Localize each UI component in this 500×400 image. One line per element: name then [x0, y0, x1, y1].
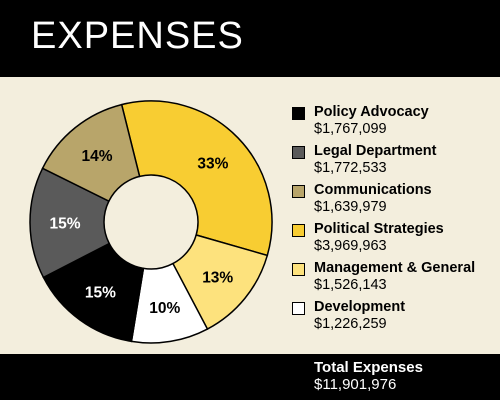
slice-label-policy-advocacy: 15%: [85, 285, 116, 302]
footer-bar: Total Expenses $11,901,976: [0, 354, 500, 400]
slice-label-legal-department: 15%: [49, 216, 80, 233]
legend-swatch: [292, 302, 305, 315]
legend-label: Development: [314, 299, 406, 315]
legend-amount: $1,526,143: [314, 277, 387, 293]
legend-amount: $1,767,099: [314, 121, 387, 137]
legend-swatch: [292, 146, 305, 159]
slice-legal-department: [29, 167, 111, 279]
legend-swatch: [292, 224, 305, 237]
legend-swatch: [292, 263, 305, 276]
slice-label-development: 10%: [149, 300, 180, 317]
legend-item-communications: Communications $1,639,979: [292, 182, 497, 221]
legend-item-development: Development $1,226,259: [292, 299, 497, 338]
legend-label: Management & General: [314, 260, 476, 276]
legend-amount: $1,639,979: [314, 199, 387, 215]
total-value: $11,901,976: [314, 376, 397, 393]
legend-label: Communications: [314, 182, 432, 198]
legend-item-political-strategies: Political Strategies $3,969,963: [292, 221, 497, 260]
slice-communications: [41, 103, 141, 203]
legend-swatch: [292, 185, 305, 198]
slice-label-political-strategies: 33%: [197, 155, 228, 172]
slice-label-management-general: 13%: [202, 269, 233, 286]
legend-label: Policy Advocacy: [314, 104, 429, 120]
legend: Policy Advocacy $1,767,099 Legal Departm…: [292, 104, 497, 338]
legend-amount: $3,969,963: [314, 238, 387, 254]
slice-policy-advocacy: [42, 242, 145, 343]
page-title: EXPENSES: [31, 15, 244, 57]
header-bar: EXPENSES: [0, 0, 500, 77]
legend-amount: $1,226,259: [314, 316, 387, 332]
legend-label: Legal Department: [314, 143, 437, 159]
legend-label: Political Strategies: [314, 221, 444, 237]
total-label: Total Expenses: [314, 359, 423, 376]
slice-label-communications: 14%: [82, 148, 113, 165]
legend-item-policy-advocacy: Policy Advocacy $1,767,099: [292, 104, 497, 143]
legend-item-legal-department: Legal Department $1,772,533: [292, 143, 497, 182]
legend-item-management-general: Management & General $1,526,143: [292, 260, 497, 299]
slice-political-strategies: [120, 100, 273, 257]
donut-chart: 33% 13% 10% 15% 15% 14%: [29, 100, 273, 344]
legend-swatch: [292, 107, 305, 120]
legend-amount: $1,772,533: [314, 160, 387, 176]
